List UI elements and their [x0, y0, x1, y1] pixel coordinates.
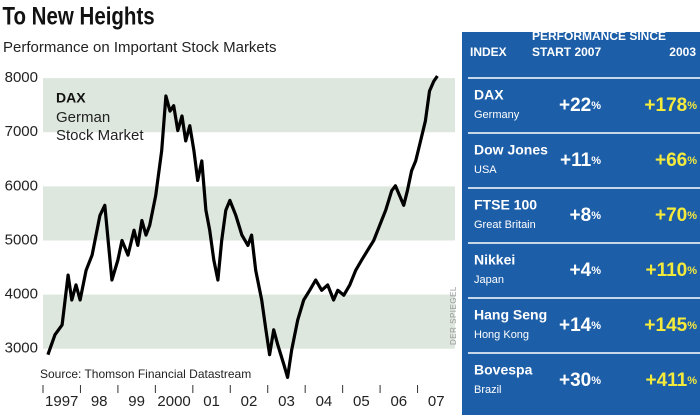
performance-2003: +178% [644, 95, 697, 116]
source: Source: Thomson Financial Datastream [40, 367, 251, 381]
y-tick-label: 3000 [5, 340, 38, 357]
data-line [46, 75, 439, 379]
performance-2007: +30% [559, 370, 601, 391]
performance-2007: +8% [570, 205, 602, 226]
grid-band [43, 294, 455, 349]
y-tick-label: 7000 [5, 123, 38, 140]
country: Japan [474, 274, 504, 286]
performance-2003: +70% [655, 205, 697, 226]
y-tick-label: 6000 [5, 177, 38, 194]
grid-band [43, 78, 455, 133]
performance-2007: +4% [570, 260, 602, 281]
performance-2007: +14% [559, 315, 601, 336]
x-tick-label: 07 [428, 393, 445, 410]
annotation: Stock Market [56, 127, 144, 144]
country: Hong Kong [474, 329, 529, 341]
index-name: Nikkei [474, 252, 515, 268]
chart-subtitle: Performance on Important Stock Markets [3, 39, 276, 56]
header: INDEX [470, 45, 507, 59]
header: START 2007 [532, 45, 601, 59]
credit: DER SPIEGEL [449, 286, 458, 345]
table-panel [462, 32, 700, 415]
index-name: Dow Jones [474, 142, 548, 158]
x-tick-label: 01 [203, 393, 220, 410]
y-tick-label: 5000 [5, 231, 38, 248]
index-name: Hang Seng [474, 307, 547, 323]
performance-2003: +411% [645, 370, 697, 391]
index-name: Bovespa [474, 362, 533, 378]
index-name: DAX [474, 87, 504, 103]
x-tick-label: 1997 [45, 393, 78, 410]
series-label: DAX [56, 90, 86, 106]
performance-2003: +110% [645, 260, 697, 281]
x-tick-label: 2000 [157, 393, 190, 410]
x-tick-label: 06 [390, 393, 407, 410]
x-tick-label: 05 [353, 393, 370, 410]
performance-2003: +66% [655, 150, 697, 171]
country: Great Britain [474, 219, 536, 231]
y-tick-label: 8000 [5, 69, 38, 86]
annotation: German [56, 109, 110, 126]
header: PERFORMANCE SINCE [532, 29, 666, 43]
performance-2007: +22% [559, 95, 601, 116]
x-tick-label: 03 [278, 393, 295, 410]
grid-band [43, 186, 455, 241]
country: USA [474, 164, 497, 176]
x-tick-label: 99 [128, 393, 145, 410]
index-name: FTSE 100 [474, 197, 537, 213]
performance-2003: +145% [644, 315, 697, 336]
header: 2003 [669, 45, 696, 59]
chart-title: To New Heights [2, 2, 154, 30]
x-tick-label: 98 [91, 393, 108, 410]
country: Brazil [474, 384, 502, 396]
country: Germany [474, 109, 520, 121]
x-tick-label: 04 [316, 393, 333, 410]
x-tick-label: 02 [241, 393, 258, 410]
performance-2007: +11% [560, 150, 601, 171]
y-tick-label: 4000 [5, 286, 38, 303]
